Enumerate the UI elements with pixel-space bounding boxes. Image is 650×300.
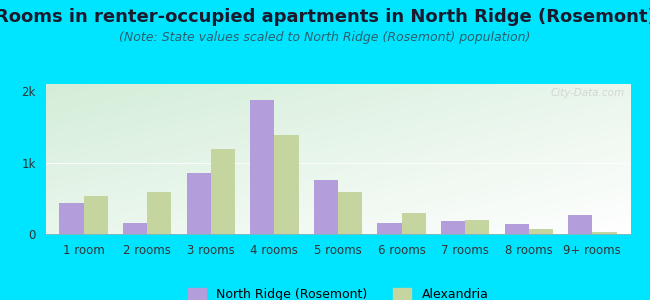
Bar — [568, 215, 592, 234]
Bar — [274, 135, 298, 234]
Bar — [84, 196, 108, 234]
Text: City-Data.com: City-Data.com — [551, 88, 625, 98]
Text: Rooms in renter-occupied apartments in North Ridge (Rosemont): Rooms in renter-occupied apartments in N… — [0, 8, 650, 26]
Bar — [528, 229, 553, 234]
Bar — [148, 192, 172, 234]
Bar — [60, 203, 84, 234]
Bar — [314, 180, 338, 234]
Bar — [402, 213, 426, 234]
Bar — [250, 100, 274, 234]
Bar — [465, 220, 489, 234]
Bar — [187, 173, 211, 234]
Bar — [592, 232, 616, 234]
Legend: North Ridge (Rosemont), Alexandria: North Ridge (Rosemont), Alexandria — [183, 283, 493, 300]
Bar — [338, 192, 362, 234]
Bar — [441, 221, 465, 234]
Bar — [123, 223, 148, 234]
Text: (Note: State values scaled to North Ridge (Rosemont) population): (Note: State values scaled to North Ridg… — [120, 32, 530, 44]
Bar — [211, 149, 235, 234]
Bar — [378, 223, 402, 234]
Bar — [504, 224, 528, 234]
